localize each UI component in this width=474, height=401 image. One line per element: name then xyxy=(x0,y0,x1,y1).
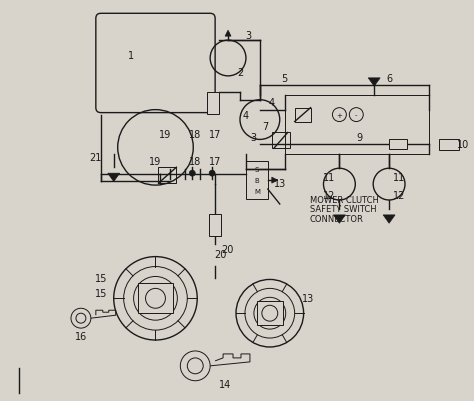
Text: 3: 3 xyxy=(250,133,256,143)
Text: 5: 5 xyxy=(282,74,288,84)
Bar xyxy=(272,133,290,149)
Bar xyxy=(389,140,407,150)
Text: -: - xyxy=(355,112,357,118)
Text: 18: 18 xyxy=(189,157,201,167)
Polygon shape xyxy=(368,79,380,87)
Text: 15: 15 xyxy=(95,274,107,284)
Polygon shape xyxy=(225,31,231,37)
Text: S: S xyxy=(255,167,259,173)
Text: CONNECTOR: CONNECTOR xyxy=(310,215,364,224)
Bar xyxy=(207,93,219,114)
Circle shape xyxy=(209,171,215,177)
Text: 9: 9 xyxy=(356,133,362,143)
Circle shape xyxy=(189,171,195,177)
Text: 10: 10 xyxy=(457,140,469,150)
Text: SAFETY SWITCH: SAFETY SWITCH xyxy=(310,205,376,214)
Text: MOWER CLUTCH: MOWER CLUTCH xyxy=(310,195,378,204)
Bar xyxy=(209,215,221,236)
Bar xyxy=(285,95,429,155)
Text: 12: 12 xyxy=(323,190,336,200)
Text: 14: 14 xyxy=(219,379,231,389)
Text: 13: 13 xyxy=(273,179,286,188)
Text: 11: 11 xyxy=(393,173,405,183)
Circle shape xyxy=(262,306,278,321)
Text: M: M xyxy=(254,188,260,194)
Text: 21: 21 xyxy=(90,153,102,163)
Bar xyxy=(158,168,176,184)
Text: B: B xyxy=(255,178,259,184)
Text: 17: 17 xyxy=(209,130,221,140)
Text: 15: 15 xyxy=(95,289,107,299)
Bar xyxy=(246,162,268,200)
Text: 6: 6 xyxy=(386,74,392,84)
Text: 20: 20 xyxy=(221,244,233,254)
Polygon shape xyxy=(383,215,395,224)
Text: 1: 1 xyxy=(128,51,134,61)
Text: 4: 4 xyxy=(269,97,275,107)
Text: 3: 3 xyxy=(245,31,251,41)
Text: 7: 7 xyxy=(262,121,268,131)
Text: 18: 18 xyxy=(189,130,201,140)
Text: 13: 13 xyxy=(301,294,314,304)
Polygon shape xyxy=(272,178,278,184)
Text: 17: 17 xyxy=(209,157,221,167)
Polygon shape xyxy=(333,215,346,224)
Text: 19: 19 xyxy=(159,130,172,140)
Bar xyxy=(295,108,310,122)
Text: 16: 16 xyxy=(75,331,87,341)
Text: 20: 20 xyxy=(214,249,226,259)
Text: 12: 12 xyxy=(393,190,405,200)
Text: 2: 2 xyxy=(237,68,243,78)
Bar xyxy=(137,284,173,314)
Bar xyxy=(439,140,459,151)
Bar xyxy=(257,302,283,325)
Text: +: + xyxy=(337,112,342,118)
Polygon shape xyxy=(108,174,120,182)
Text: 19: 19 xyxy=(149,157,162,167)
Text: 4: 4 xyxy=(243,110,249,120)
Circle shape xyxy=(146,289,165,308)
Text: 11: 11 xyxy=(323,173,336,183)
